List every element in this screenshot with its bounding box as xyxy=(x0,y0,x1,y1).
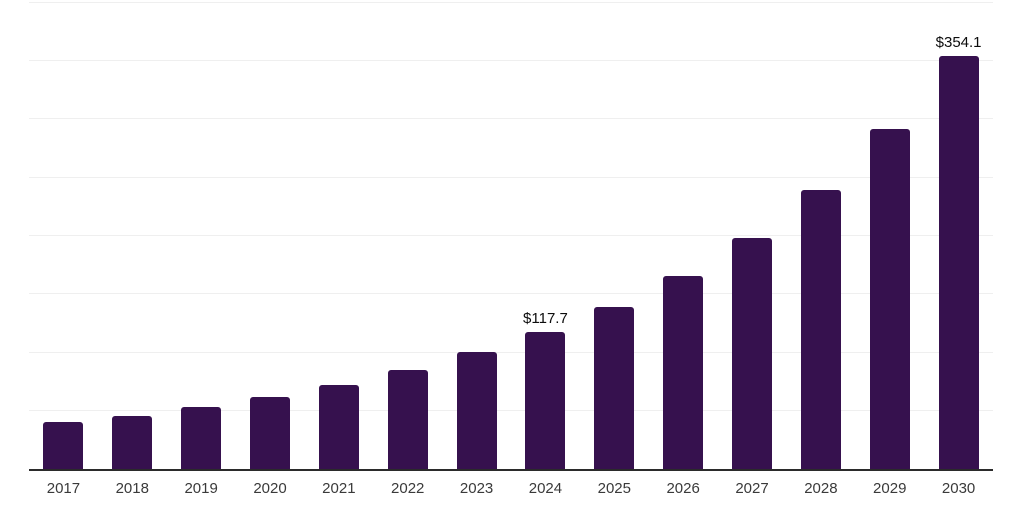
x-tick-label-2025: 2025 xyxy=(597,480,631,497)
bar-slot-2024: $117.7 xyxy=(511,2,580,469)
gridline-200 xyxy=(29,235,993,236)
bar-slot-2017 xyxy=(29,2,98,469)
bar-slot-2023 xyxy=(442,2,511,469)
x-tick-label-2027: 2027 xyxy=(735,480,769,497)
gridline-250 xyxy=(29,176,993,178)
bar-2030 xyxy=(938,55,979,469)
bar-2023 xyxy=(456,352,497,469)
bar-2027 xyxy=(732,237,773,469)
bar-slot-2022 xyxy=(373,2,442,469)
bar-2019 xyxy=(181,407,222,469)
x-tick-label-2026: 2026 xyxy=(666,480,700,497)
x-tick-label-2017: 2017 xyxy=(46,480,81,497)
bar-slot-2025 xyxy=(580,2,649,469)
bar-2022 xyxy=(387,369,428,469)
x-tick-label-2023: 2023 xyxy=(459,480,494,497)
x-tick-label-2018: 2018 xyxy=(115,480,149,497)
bar-slot-2019 xyxy=(167,2,236,469)
gridline-400 xyxy=(29,1,993,3)
bar-slot-2028 xyxy=(786,2,855,469)
bar-2020 xyxy=(250,397,290,469)
bar-2024 xyxy=(525,331,566,469)
bar-2025 xyxy=(594,307,635,469)
bar-2028 xyxy=(800,189,841,469)
gridline-300 xyxy=(29,118,993,120)
x-tick-label-2021: 2021 xyxy=(322,480,356,497)
bar-slot-2018 xyxy=(98,2,167,469)
bar-slots: $117.7 $354.1 xyxy=(29,2,993,469)
gridline-350 xyxy=(29,59,993,61)
x-tick-label-2030: 2030 xyxy=(941,480,976,497)
x-axis-line xyxy=(29,469,993,471)
x-tick-label-2029: 2029 xyxy=(873,480,907,497)
gridline-150 xyxy=(29,293,993,295)
bar-2021 xyxy=(318,384,359,469)
bar-2017 xyxy=(43,422,84,469)
plot-area: $117.7 $354.1 xyxy=(29,1,993,471)
x-axis-tick-labels: 2017 2018 2019 2020 2021 2022 2023 2024 2025 2026… xyxy=(29,480,993,497)
x-tick-label-2024: 2024 xyxy=(528,480,563,497)
x-tick-label-2028: 2028 xyxy=(804,480,838,497)
bar-slot-2021 xyxy=(304,2,373,469)
gridline-100 xyxy=(29,351,993,353)
bar-2029 xyxy=(869,128,910,469)
bar-value-label-2024: $117.7 xyxy=(523,309,568,327)
bar-slot-2029 xyxy=(855,2,924,469)
bar-2026 xyxy=(663,276,704,469)
x-tick-label-2020: 2020 xyxy=(253,480,287,497)
bar-slot-2020 xyxy=(236,2,305,469)
bar-slot-2026 xyxy=(649,2,718,469)
gridline-50 xyxy=(29,410,993,412)
x-tick-label-2022: 2022 xyxy=(391,480,425,497)
x-tick-label-2019: 2019 xyxy=(184,480,218,497)
bar-2018 xyxy=(112,415,153,469)
bar-slot-2027 xyxy=(718,2,787,469)
bar-slot-2030: $354.1 xyxy=(924,2,993,469)
bar-value-label-2030: $354.1 xyxy=(935,33,982,51)
